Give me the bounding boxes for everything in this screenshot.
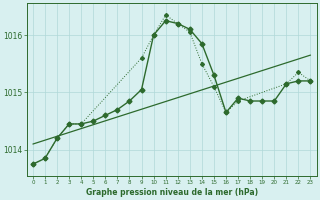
X-axis label: Graphe pression niveau de la mer (hPa): Graphe pression niveau de la mer (hPa) bbox=[86, 188, 258, 197]
